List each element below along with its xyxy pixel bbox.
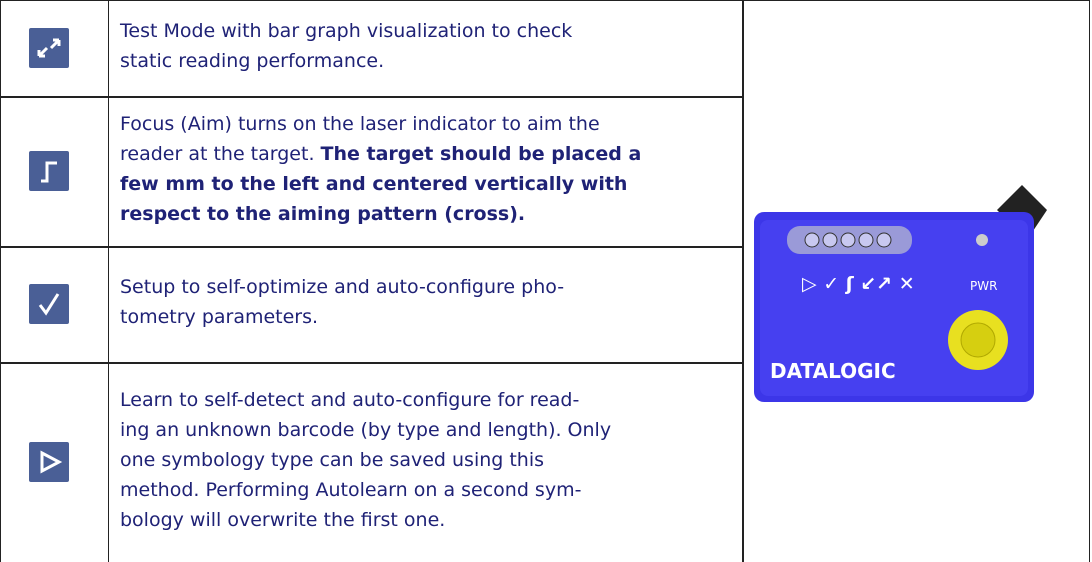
- text-line: bology will overwrite the first one.: [120, 505, 611, 535]
- text: one symbology type can be saved using th…: [120, 449, 545, 471]
- text-line: respect to the aiming pattern (cross).: [120, 199, 641, 229]
- text: static reading performance.: [120, 50, 385, 72]
- text: reader at the target.: [120, 143, 321, 165]
- description: Focus (Aim) turns on the laser indicator…: [120, 109, 641, 229]
- text-cell: [107, 0, 744, 98]
- text: ing an unknown barcode (by type and leng…: [120, 419, 612, 441]
- svg-text:▷ ✓ ʃ ↙↗ ✕: ▷ ✓ ʃ ↙↗ ✕: [802, 273, 915, 295]
- text-line: Setup to self-optimize and auto-configur…: [120, 272, 564, 302]
- bold-text: few mm to the left and centered vertical…: [120, 173, 628, 195]
- description: Setup to self-optimize and auto-configur…: [120, 272, 564, 332]
- text-line: Learn to self-detect and auto-configure …: [120, 385, 611, 415]
- text-line: tometry parameters.: [120, 302, 564, 332]
- text-line: static reading performance.: [120, 46, 572, 76]
- icon-cell: [0, 0, 109, 98]
- device-image: ▷ ✓ ʃ ↙↗ ✕ PWR DATALOGIC: [754, 185, 1047, 402]
- bold-text: The target should be placed a: [320, 143, 642, 165]
- text: Focus (Aim) turns on the laser indicator…: [120, 113, 600, 135]
- mode-icon: [29, 284, 69, 324]
- bold-text: respect to the aiming pattern (cross).: [120, 203, 526, 225]
- text: method. Performing Autolearn on a second…: [120, 479, 582, 501]
- mode-icon: [29, 28, 69, 68]
- brand-label: DATALOGIC: [770, 359, 896, 383]
- text: Learn to self-detect and auto-configure …: [120, 389, 580, 411]
- text-cell: [107, 96, 744, 248]
- text: Test Mode with bar graph visualization t…: [120, 20, 573, 42]
- power-label: PWR: [970, 279, 997, 293]
- text-line: few mm to the left and centered vertical…: [120, 169, 641, 199]
- text-line: method. Performing Autolearn on a second…: [120, 475, 611, 505]
- description: Test Mode with bar graph visualization t…: [120, 16, 572, 76]
- text-cell: [107, 246, 744, 364]
- text-line: Focus (Aim) turns on the laser indicator…: [120, 109, 641, 139]
- text-cell: [107, 362, 744, 562]
- icon-cell: [0, 96, 109, 248]
- mode-icon: [29, 151, 69, 191]
- mode-icon: [29, 442, 69, 482]
- text: tometry parameters.: [120, 306, 319, 328]
- text-line: Test Mode with bar graph visualization t…: [120, 16, 572, 46]
- text-line: reader at the target. The target should …: [120, 139, 641, 169]
- text-line: ing an unknown barcode (by type and leng…: [120, 415, 611, 445]
- icon-cell: [0, 246, 109, 364]
- icon-cell: [0, 362, 109, 562]
- text: Setup to self-optimize and auto-configur…: [120, 276, 565, 298]
- description: Learn to self-detect and auto-configure …: [120, 385, 611, 535]
- text-line: one symbology type can be saved using th…: [120, 445, 611, 475]
- text: bology will overwrite the first one.: [120, 509, 446, 531]
